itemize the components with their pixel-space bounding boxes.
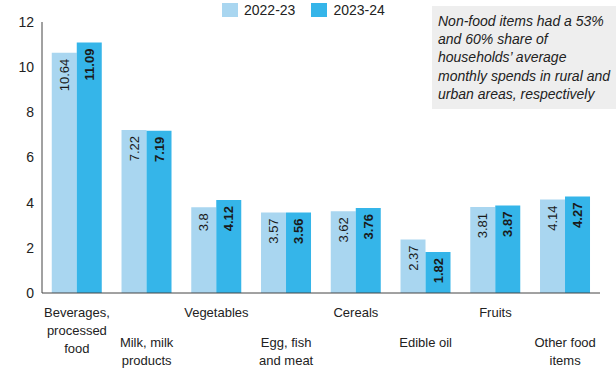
svg-text:2: 2 bbox=[26, 240, 34, 256]
svg-text:4.12: 4.12 bbox=[221, 206, 236, 231]
svg-text:Other fooditems: Other fooditems bbox=[534, 335, 595, 368]
svg-text:3.81: 3.81 bbox=[475, 213, 490, 238]
svg-text:1.82: 1.82 bbox=[431, 258, 446, 283]
svg-text:8: 8 bbox=[26, 104, 34, 120]
svg-text:Vegetables: Vegetables bbox=[184, 305, 249, 320]
svg-text:3.8: 3.8 bbox=[196, 213, 211, 231]
html-text:2023-24: 2023-24 bbox=[333, 2, 385, 18]
svg-text:Cereals: Cereals bbox=[333, 305, 378, 320]
svg-text:11.09: 11.09 bbox=[82, 49, 97, 81]
svg-text:12: 12 bbox=[18, 14, 34, 30]
html-text:2022-23: 2022-23 bbox=[244, 2, 296, 18]
svg-text:3.87: 3.87 bbox=[500, 212, 515, 237]
svg-text:4.27: 4.27 bbox=[570, 203, 585, 228]
svg-text:10.64: 10.64 bbox=[57, 59, 72, 92]
svg-text:Beverages,processedfood: Beverages,processedfood bbox=[44, 305, 110, 356]
svg-text:Edible oil: Edible oil bbox=[399, 335, 452, 350]
svg-text:7.22: 7.22 bbox=[127, 136, 142, 161]
svg-text:3.56: 3.56 bbox=[291, 219, 306, 244]
svg-text:3.62: 3.62 bbox=[336, 217, 351, 242]
svg-text:4: 4 bbox=[26, 195, 34, 211]
svg-text:10: 10 bbox=[18, 59, 34, 75]
svg-text:6: 6 bbox=[26, 149, 34, 165]
svg-text:4.14: 4.14 bbox=[545, 206, 560, 231]
svg-text:7.19: 7.19 bbox=[152, 137, 167, 162]
svg-text:Fruits: Fruits bbox=[479, 305, 512, 320]
svg-text:Egg, fishand meat: Egg, fishand meat bbox=[259, 335, 314, 368]
html-text:Non-food items had a 53% and 6: Non-food items had a 53% and 60% share o… bbox=[438, 13, 610, 102]
svg-text:Milk, milkproducts: Milk, milkproducts bbox=[120, 335, 174, 368]
svg-text:3.76: 3.76 bbox=[361, 214, 376, 239]
svg-text:2.37: 2.37 bbox=[406, 245, 421, 270]
svg-text:0: 0 bbox=[26, 285, 34, 301]
svg-text:3.57: 3.57 bbox=[266, 218, 281, 243]
